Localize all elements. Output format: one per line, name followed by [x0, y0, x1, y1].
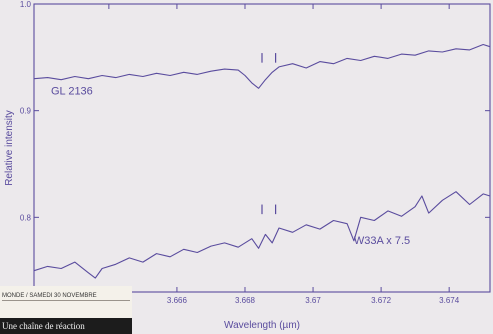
x-tick-label: 3.666	[167, 296, 188, 305]
newspaper-dateline: MONDE / SAMEDI 30 NOVEMBRE	[2, 293, 130, 301]
series-gl2136-line	[34, 45, 490, 89]
plot-frame	[34, 4, 490, 292]
y-tick-label: 0.9	[20, 107, 32, 116]
x-tick-label: 3.67	[305, 296, 321, 305]
newspaper-headline: Une chaîne de réaction	[0, 318, 132, 334]
newspaper-clipping: MONDE / SAMEDI 30 NOVEMBRE Une chaîne de…	[0, 286, 132, 334]
x-axis-title: Wavelength (µm)	[224, 320, 300, 331]
series-label: W33A x 7.5	[354, 235, 410, 247]
series-label: GL 2136	[51, 86, 93, 98]
axis-labels: 3.6643.6663.6683.673.6723.6740.80.91.0GL…	[20, 0, 460, 305]
x-tick-label: 3.668	[235, 296, 256, 305]
x-tick-label: 3.674	[439, 296, 460, 305]
plot-area	[34, 4, 490, 292]
x-tick-label: 3.672	[371, 296, 392, 305]
y-tick-label: 0.8	[20, 213, 32, 222]
y-tick-label: 1.0	[20, 0, 32, 9]
axis-ticks	[34, 4, 490, 292]
y-axis-title: Relative intensity	[4, 110, 15, 186]
